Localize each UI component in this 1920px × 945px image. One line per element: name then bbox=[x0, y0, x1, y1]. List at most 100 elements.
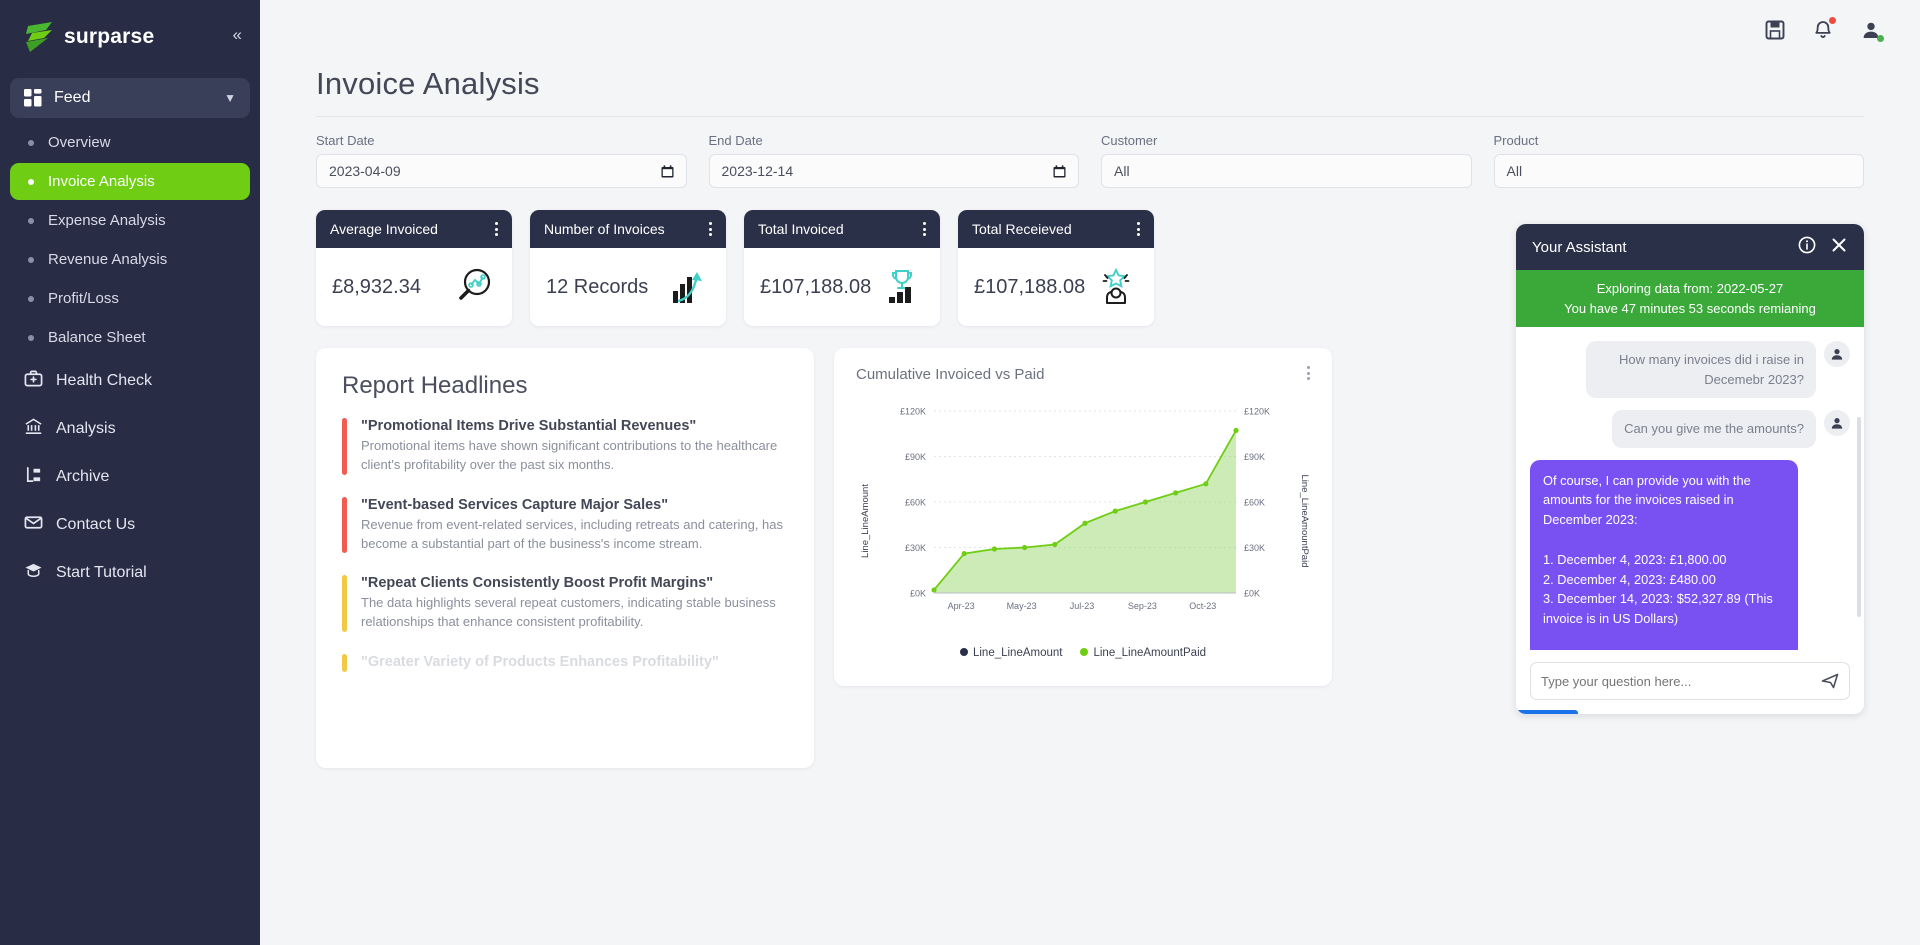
headline-title: "Repeat Clients Consistently Boost Profi… bbox=[361, 575, 714, 592]
kpi-header: Average Invoiced bbox=[316, 210, 512, 248]
kpi-header: Number of Invoices bbox=[530, 210, 726, 248]
headline-accent-bar bbox=[342, 496, 347, 554]
chart-area-fill bbox=[934, 430, 1236, 593]
sidebar-item-label: Health Check bbox=[56, 372, 153, 389]
send-icon[interactable] bbox=[1821, 672, 1839, 690]
briefcase-medical-icon bbox=[24, 369, 43, 393]
bank-icon bbox=[24, 417, 43, 441]
trophy-bar-icon bbox=[880, 265, 924, 309]
bullet-icon bbox=[28, 139, 34, 146]
chart-plot-area: £0K £30K £60K £90K £120K £0K £30K £60K £90K £120… bbox=[856, 397, 1310, 645]
chat-scrollbar[interactable] bbox=[1857, 417, 1861, 617]
sidebar-item-revenue-analysis[interactable]: Revenue Analysis bbox=[10, 241, 250, 278]
start-date-value: 2023-04-09 bbox=[329, 163, 401, 179]
svg-text:Oct-23: Oct-23 bbox=[1189, 601, 1216, 611]
kpi-value: £8,932.34 bbox=[332, 275, 421, 298]
filter-label: Start Date bbox=[316, 133, 375, 148]
kpi-menu-icon[interactable] bbox=[495, 222, 498, 236]
assistant-messages: How many invoices did i raise in Decemeb… bbox=[1516, 327, 1864, 650]
calendar-icon[interactable] bbox=[661, 164, 674, 178]
assistant-header: Your Assistant bbox=[1516, 224, 1864, 270]
headline-item: "Promotional Items Drive Substantial Rev… bbox=[342, 418, 788, 475]
sidebar-item-analysis[interactable]: Analysis bbox=[10, 406, 250, 452]
sidebar-item-start-tutorial[interactable]: Start Tutorial bbox=[10, 550, 250, 596]
sidebar-group-feed[interactable]: Feed ▼ bbox=[10, 78, 250, 118]
sidebar-item-label: Contact Us bbox=[56, 516, 136, 533]
sidebar-item-invoice-analysis[interactable]: Invoice Analysis bbox=[10, 163, 250, 200]
page-title: Invoice Analysis bbox=[316, 66, 540, 101]
user-icon[interactable] bbox=[1860, 19, 1884, 42]
sidebar-item-contact-us[interactable]: Contact Us bbox=[10, 502, 250, 548]
filter-end-date: End Date 2023-12-14 bbox=[708, 133, 1079, 188]
chart-legend: Line_LineAmount Line_LineAmountPaid bbox=[856, 647, 1310, 659]
kpi-card-average-invoiced: Average Invoiced £8,932.34 bbox=[316, 210, 512, 326]
kpi-header: Total Receieved bbox=[958, 210, 1154, 248]
report-headlines-title: Report Headlines bbox=[342, 372, 528, 399]
chart-title: Cumulative Invoiced vs Paid bbox=[856, 366, 1045, 383]
sidebar-item-overview[interactable]: Overview bbox=[10, 124, 250, 161]
bullet-icon bbox=[28, 256, 34, 263]
legend-item-line-lineamount[interactable]: Line_LineAmount bbox=[959, 647, 1062, 659]
kpi-value: £107,188.08 bbox=[974, 275, 1086, 298]
svg-text:Sep-23: Sep-23 bbox=[1128, 601, 1157, 611]
sidebar-item-expense-analysis[interactable]: Expense Analysis bbox=[10, 202, 250, 239]
sidebar-item-label: Profit/Loss bbox=[48, 290, 119, 307]
legend-item-line-lineamountpaid[interactable]: Line_LineAmountPaid bbox=[1080, 647, 1206, 659]
product-select[interactable]: All bbox=[1493, 154, 1864, 188]
banner-line-2: You have 47 minutes 53 seconds remianing bbox=[1564, 300, 1816, 316]
kpi-value: £107,188.08 bbox=[760, 275, 872, 298]
save-icon[interactable] bbox=[1764, 19, 1786, 41]
kpi-menu-icon[interactable] bbox=[923, 222, 926, 236]
sidebar-item-health-check[interactable]: Health Check bbox=[10, 358, 250, 404]
headline-title: "Event-based Services Capture Major Sale… bbox=[361, 496, 669, 513]
topbar bbox=[260, 0, 1920, 60]
chart-y-axis-labels-left: £0K £30K £60K £90K £120K bbox=[900, 407, 926, 599]
svg-text:Apr-23: Apr-23 bbox=[948, 601, 975, 611]
bell-icon[interactable] bbox=[1812, 17, 1836, 41]
sidebar-item-profit-loss[interactable]: Profit/Loss bbox=[10, 280, 250, 317]
sidebar-group-label: Feed bbox=[54, 89, 91, 106]
chat-message-user: Can you give me the amounts? bbox=[1530, 410, 1850, 448]
chat-bubble-text: How many invoices did i raise in Decemeb… bbox=[1586, 341, 1816, 398]
kpi-row: Average Invoiced £8,932.34 bbox=[316, 210, 1864, 326]
sidebar-item-archive[interactable]: Archive bbox=[10, 454, 250, 500]
kpi-body: £107,188.08 bbox=[744, 248, 940, 326]
kpi-body: £107,188.08 bbox=[958, 248, 1154, 326]
chat-message-user: How many invoices did i raise in Decemeb… bbox=[1530, 341, 1850, 398]
kpi-body: £8,932.34 bbox=[316, 248, 512, 326]
svg-text:£0K: £0K bbox=[910, 589, 926, 599]
sidebar-item-label: Balance Sheet bbox=[48, 329, 146, 346]
end-date-input[interactable]: 2023-12-14 bbox=[708, 154, 1079, 188]
kpi-value: 12 Records bbox=[546, 275, 649, 298]
chat-bubble-text: Can you give me the amounts? bbox=[1612, 410, 1816, 448]
assistant-input-area bbox=[1516, 650, 1864, 714]
filter-customer: Customer All bbox=[1101, 133, 1472, 188]
customer-select[interactable]: All bbox=[1101, 154, 1472, 188]
report-headlines-panel: Report Headlines "Promotional Items Driv… bbox=[316, 348, 814, 768]
sidebar-item-label: Revenue Analysis bbox=[48, 251, 168, 268]
assistant-question-input[interactable] bbox=[1541, 673, 1821, 689]
collapse-sidebar-icon[interactable]: « bbox=[232, 25, 242, 44]
chart-menu-icon[interactable] bbox=[1307, 366, 1310, 380]
graduation-cap-icon bbox=[24, 561, 43, 585]
close-icon[interactable] bbox=[1830, 236, 1848, 258]
archive-icon bbox=[24, 465, 43, 489]
start-date-input[interactable]: 2023-04-09 bbox=[316, 154, 687, 188]
headline-accent-bar bbox=[342, 418, 347, 475]
info-icon[interactable] bbox=[1798, 236, 1816, 258]
notification-badge bbox=[1829, 17, 1836, 24]
kpi-menu-icon[interactable] bbox=[709, 222, 712, 236]
headline-title: "Promotional Items Drive Substantial Rev… bbox=[361, 418, 697, 434]
chart-ylabel-left: Line_LineAmount bbox=[860, 484, 871, 558]
calendar-icon[interactable] bbox=[1053, 164, 1066, 178]
end-date-value: 2023-12-14 bbox=[721, 163, 794, 179]
sidebar-nav: Feed ▼ Overview Invoice Analysis Expense… bbox=[0, 70, 260, 596]
assistant-blue-tab[interactable] bbox=[1516, 710, 1578, 714]
filter-product: Product All bbox=[1493, 133, 1864, 188]
chart-ylabel-right: Line_LineAmountPaid bbox=[1299, 475, 1310, 568]
filter-bar: Start Date 2023-04-09 End Date 2023-12-1… bbox=[316, 133, 1864, 188]
surparse-logo-icon bbox=[24, 20, 54, 54]
avatar bbox=[1824, 410, 1850, 436]
sidebar-item-balance-sheet[interactable]: Balance Sheet bbox=[10, 319, 250, 356]
kpi-menu-icon[interactable] bbox=[1137, 222, 1140, 236]
